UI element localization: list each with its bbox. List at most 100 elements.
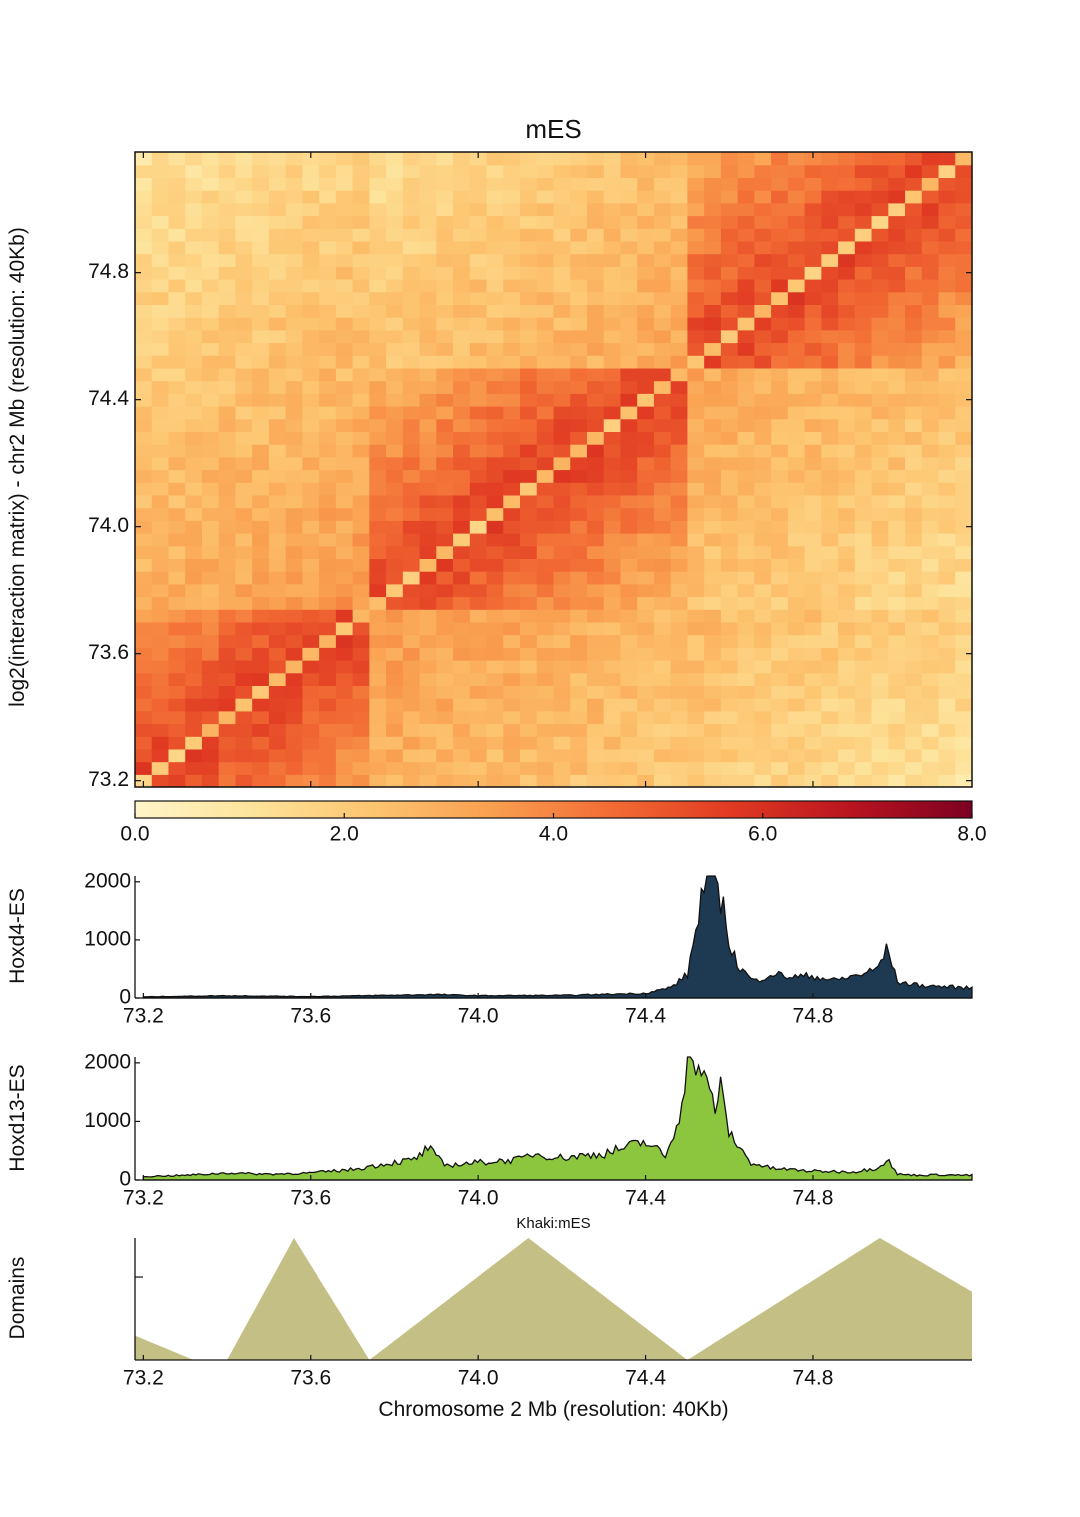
heatmap-cell (486, 190, 504, 204)
heatmap-cell (436, 469, 454, 483)
heatmap-cell (670, 444, 689, 458)
heatmap-cell (838, 596, 856, 610)
heatmap-cell (419, 215, 437, 229)
heatmap-cell (335, 621, 354, 636)
heatmap-cell (586, 710, 605, 725)
heatmap-cell (436, 418, 454, 432)
heatmap-cell (821, 431, 839, 445)
heatmap-cell (871, 367, 889, 382)
heatmap-cell (335, 698, 354, 712)
heatmap-cell (905, 609, 923, 623)
heatmap-cell (419, 482, 437, 496)
heatmap-cell (302, 596, 320, 610)
heatmap-cell (469, 571, 488, 585)
heatmap-cell (135, 761, 153, 775)
heatmap-cell (386, 152, 404, 166)
heatmap-cell (821, 177, 839, 191)
heatmap-cell (687, 355, 705, 369)
heatmap-cell (754, 494, 772, 509)
heatmap-cell (252, 380, 270, 394)
heatmap-cell (637, 736, 655, 750)
heatmap-cell (771, 215, 789, 229)
heatmap-cell (453, 266, 471, 280)
heatmap-cell (754, 393, 772, 407)
heatmap-cell (938, 723, 956, 737)
heatmap-cell (520, 164, 538, 178)
heatmap-cell (168, 444, 186, 458)
heatmap-cell (570, 698, 588, 712)
heatmap-cell (168, 634, 186, 648)
heatmap-cell (252, 672, 270, 686)
heatmap-cell (536, 456, 555, 471)
hoxd13-ytick-label: 2000 (84, 1050, 131, 1073)
heatmap-cell (520, 418, 538, 432)
heatmap-cell (352, 367, 370, 382)
heatmap-cell (620, 621, 638, 636)
heatmap-cell (469, 748, 488, 763)
heatmap-cell (553, 406, 571, 420)
heatmap-cell (620, 736, 638, 750)
heatmap-cell (955, 406, 973, 420)
heatmap-cell (570, 342, 588, 356)
heatmap-cell (536, 190, 555, 204)
heatmap-cell (352, 228, 370, 242)
heatmap-cell (201, 329, 220, 344)
heatmap-cell (168, 520, 186, 534)
heatmap-cell (653, 698, 672, 712)
heatmap-cell (955, 380, 973, 394)
heatmap-cell (503, 444, 521, 458)
heatmap-cell (921, 240, 940, 255)
heatmap-cell (838, 431, 856, 445)
heatmap-cell (436, 406, 454, 420)
heatmap-cell (151, 177, 170, 191)
heatmap-cell (737, 647, 755, 661)
heatmap-cell (235, 736, 253, 750)
heatmap-cell (787, 748, 806, 763)
heatmap-cell (570, 367, 588, 382)
heatmap-cell (570, 444, 588, 458)
heatmap-cell (938, 596, 956, 610)
heatmap-cell (787, 266, 806, 280)
heatmap-cell (586, 367, 605, 382)
heatmap-cell (620, 482, 638, 496)
heatmap-cell (235, 431, 253, 445)
heatmap-cell (553, 329, 571, 344)
heatmap-cell (252, 634, 270, 648)
heatmap-cell (268, 571, 287, 585)
heatmap-cell (235, 418, 253, 432)
heatmap-cell (637, 177, 655, 191)
heatmap-cell (218, 380, 237, 394)
heatmap-cell (603, 456, 622, 471)
heatmap-cell (771, 482, 789, 496)
heatmap-cell (737, 342, 755, 356)
heatmap-cell (871, 291, 889, 305)
heatmap-cell (938, 609, 956, 623)
heatmap-cell (553, 215, 571, 229)
heatmap-cell (570, 571, 588, 585)
heatmap-cell (704, 545, 722, 559)
heatmap-cell (168, 710, 186, 725)
heatmap-cell (201, 190, 220, 204)
heatmap-cell (653, 533, 672, 547)
heatmap-cell (720, 558, 739, 572)
heatmap-cell (185, 253, 203, 267)
heatmap-cell (737, 660, 755, 674)
heatmap-cell (302, 177, 320, 191)
heatmap-cell (469, 444, 488, 458)
heatmap-cell (335, 774, 354, 788)
heatmap-cell (369, 596, 387, 610)
heatmap-cell (168, 533, 186, 547)
heatmap-cell (804, 253, 822, 267)
heatmap-cell (570, 558, 588, 572)
heatmap-cell (135, 342, 153, 356)
heatmap-cell (135, 431, 153, 445)
heatmap-cell (570, 774, 588, 788)
heatmap-cell (402, 164, 421, 178)
heatmap-cell (787, 393, 806, 407)
heatmap-cell (268, 507, 287, 521)
heatmap-cell (168, 418, 186, 432)
heatmap-cell (653, 507, 672, 521)
heatmap-cell (603, 444, 622, 458)
heatmap-cell (570, 660, 588, 674)
heatmap-cell (720, 621, 739, 636)
